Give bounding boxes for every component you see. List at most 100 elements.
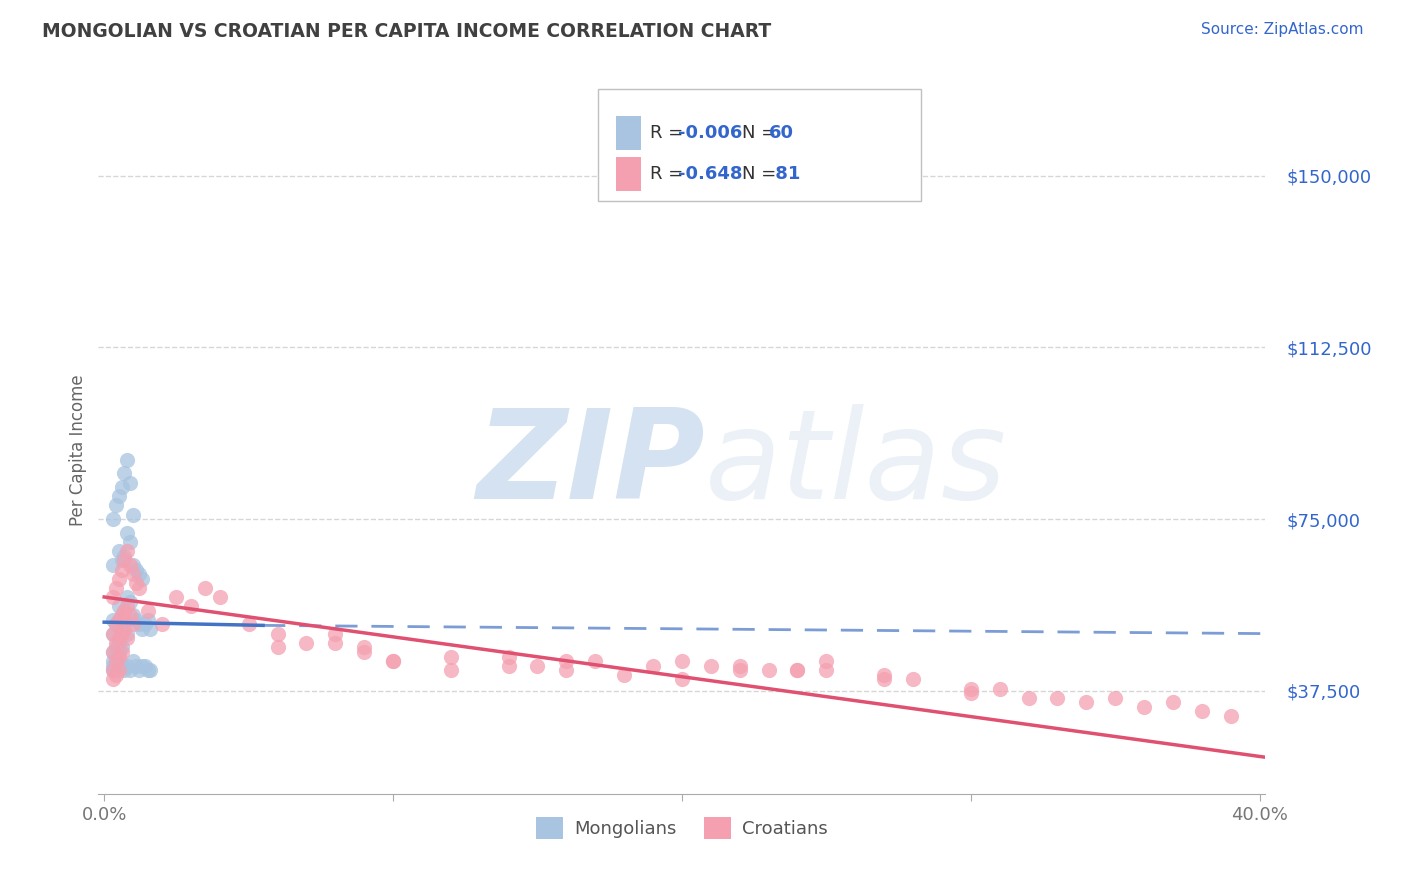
Point (873, 673, 896, 687)
Point (104, 617, 127, 632)
Point (139, 622, 162, 636)
Point (107, 663, 129, 677)
Legend: Mongolians, Croatians: Mongolians, Croatians (529, 810, 835, 847)
Point (988, 681, 1011, 696)
Point (498, 658, 520, 673)
Point (104, 654, 127, 668)
Point (122, 508, 145, 522)
Point (526, 658, 548, 673)
Point (959, 686, 981, 700)
Point (117, 525, 139, 540)
Point (128, 581, 150, 595)
Point (104, 668, 127, 682)
Point (1219, 709, 1241, 723)
Point (323, 626, 346, 640)
Point (353, 645, 375, 659)
Point (1161, 695, 1184, 709)
Point (107, 654, 129, 668)
Text: R =: R = (650, 124, 689, 142)
Point (110, 640, 132, 655)
Point (101, 558, 124, 572)
Point (101, 512, 124, 526)
Point (122, 567, 145, 582)
Point (134, 617, 156, 632)
Point (110, 562, 132, 576)
Point (266, 640, 288, 655)
Point (101, 663, 124, 677)
Point (728, 658, 751, 673)
Point (110, 645, 132, 659)
Text: Source: ZipAtlas.com: Source: ZipAtlas.com (1201, 22, 1364, 37)
Point (131, 572, 153, 586)
Point (728, 663, 751, 677)
Text: 81: 81 (769, 165, 800, 183)
Point (139, 663, 162, 677)
Point (112, 617, 135, 632)
Point (120, 475, 142, 490)
Point (101, 658, 124, 673)
Point (107, 636, 129, 650)
Point (112, 553, 135, 567)
Text: R =: R = (650, 165, 689, 183)
Text: MONGOLIAN VS CROATIAN PER CAPITA INCOME CORRELATION CHART: MONGOLIAN VS CROATIAN PER CAPITA INCOME … (42, 22, 772, 41)
Point (112, 663, 135, 677)
Point (104, 658, 127, 673)
Point (101, 645, 124, 659)
Point (107, 649, 129, 664)
Point (112, 604, 135, 618)
Point (120, 594, 142, 608)
Point (112, 549, 135, 563)
Point (110, 480, 132, 494)
Point (101, 673, 124, 687)
Point (128, 663, 150, 677)
Point (122, 654, 145, 668)
Text: ZIP: ZIP (477, 404, 706, 524)
Point (107, 613, 129, 627)
Point (110, 608, 132, 623)
Point (101, 626, 124, 640)
Text: N =: N = (742, 165, 782, 183)
Point (120, 663, 142, 677)
Point (700, 658, 723, 673)
Point (1191, 705, 1213, 719)
Point (959, 681, 981, 696)
Point (901, 673, 924, 687)
Point (382, 654, 405, 668)
Text: -0.648: -0.648 (678, 165, 742, 183)
Point (555, 663, 578, 677)
Point (104, 640, 127, 655)
Point (295, 636, 318, 650)
Point (266, 626, 288, 640)
Point (107, 489, 129, 503)
Point (104, 617, 127, 632)
Point (613, 668, 636, 682)
Point (110, 626, 132, 640)
Point (125, 658, 148, 673)
Point (1104, 690, 1126, 705)
Point (107, 572, 129, 586)
Point (194, 581, 217, 595)
Point (120, 535, 142, 549)
Point (136, 604, 159, 618)
Point (112, 604, 135, 618)
Point (150, 617, 173, 632)
Text: -0.006: -0.006 (678, 124, 742, 142)
Point (117, 452, 139, 467)
Point (555, 654, 578, 668)
Point (1046, 690, 1069, 705)
Point (117, 626, 139, 640)
Point (323, 636, 346, 650)
Point (110, 608, 132, 623)
Point (131, 622, 153, 636)
Point (101, 590, 124, 604)
Point (583, 654, 606, 668)
Point (498, 649, 520, 664)
Point (122, 558, 145, 572)
Text: atlas: atlas (706, 404, 1007, 524)
Point (107, 631, 129, 645)
Point (110, 553, 132, 567)
Point (128, 617, 150, 632)
Point (382, 654, 405, 668)
Y-axis label: Per Capita Income: Per Capita Income (69, 375, 87, 526)
Point (122, 608, 145, 623)
